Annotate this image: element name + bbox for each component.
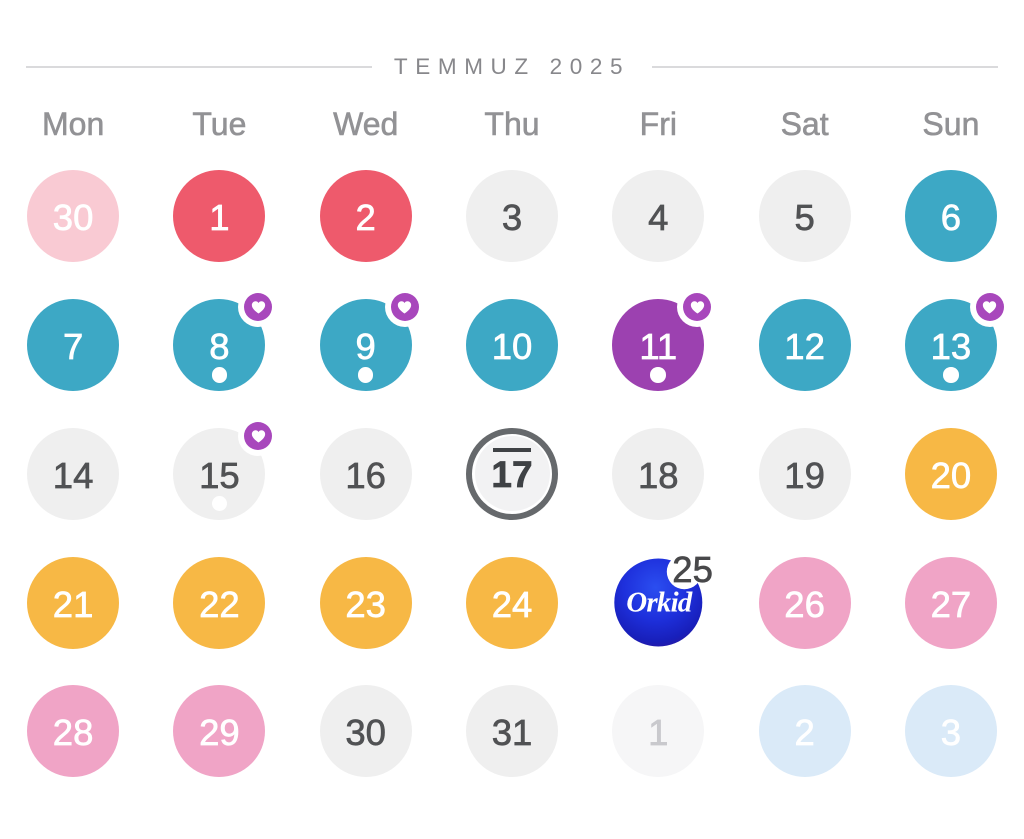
svg-text:25: 25: [672, 549, 713, 590]
svg-text:Orkid: Orkid: [626, 587, 693, 619]
